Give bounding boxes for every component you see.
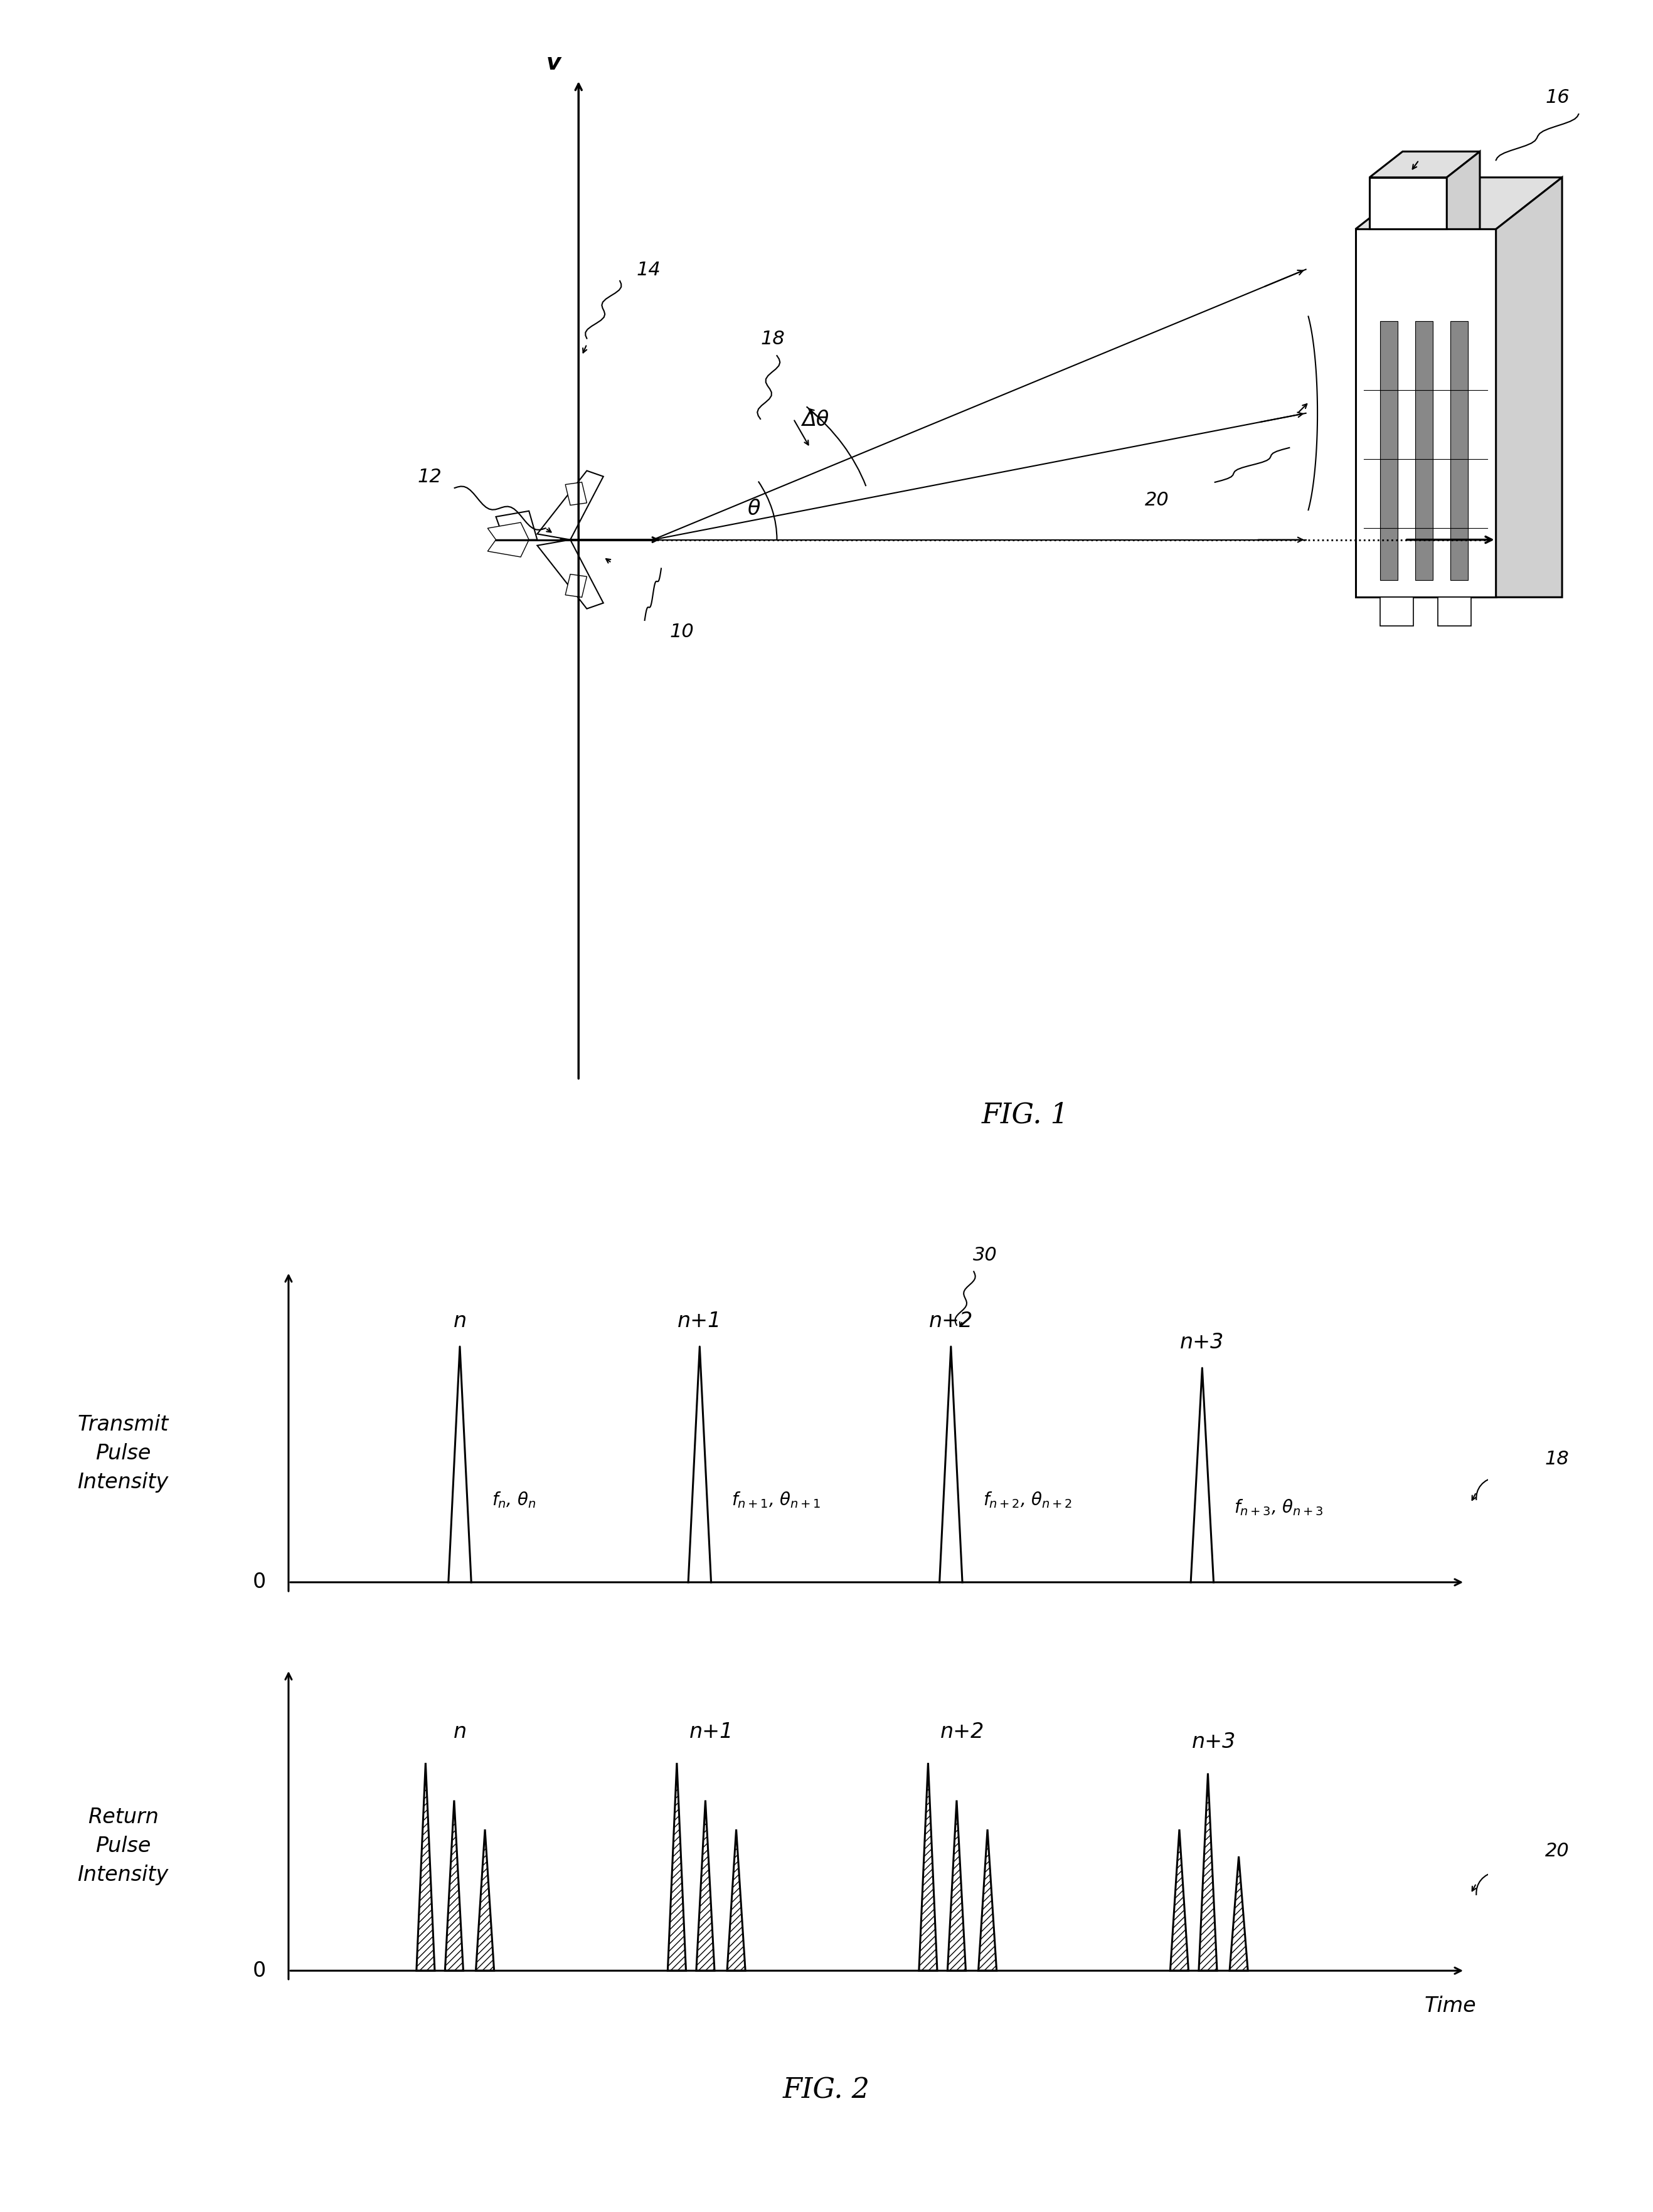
Text: 18: 18	[1546, 1451, 1569, 1469]
Text: FIG. 2: FIG. 2	[784, 2077, 869, 2104]
Text: 10: 10	[669, 624, 694, 641]
Text: 0: 0	[253, 1573, 266, 1593]
Text: 12: 12	[418, 467, 441, 487]
Polygon shape	[537, 471, 603, 540]
Polygon shape	[1355, 230, 1496, 597]
Text: 20: 20	[1146, 491, 1169, 509]
Polygon shape	[1446, 153, 1479, 230]
Text: n+3: n+3	[1180, 1332, 1225, 1354]
Polygon shape	[488, 522, 529, 540]
Text: n+2: n+2	[929, 1312, 974, 1332]
Text: 30: 30	[974, 1245, 997, 1265]
Polygon shape	[1380, 597, 1413, 626]
Text: 18: 18	[760, 330, 785, 347]
Text: FIG. 1: FIG. 1	[982, 1102, 1068, 1128]
Text: n+1: n+1	[678, 1312, 722, 1332]
Polygon shape	[1380, 321, 1397, 580]
Text: Return
Pulse
Intensity: Return Pulse Intensity	[78, 1807, 169, 1885]
Polygon shape	[537, 540, 603, 608]
Text: 16: 16	[1546, 88, 1570, 106]
Polygon shape	[488, 540, 529, 557]
Polygon shape	[565, 482, 587, 504]
Text: 14: 14	[636, 261, 661, 279]
Text: n+1: n+1	[689, 1721, 734, 1743]
Text: $f_{n+3}$, $\theta_{n+3}$: $f_{n+3}$, $\theta_{n+3}$	[1235, 1498, 1324, 1517]
Text: Transmit
Pulse
Intensity: Transmit Pulse Intensity	[78, 1413, 169, 1493]
Text: n: n	[453, 1721, 466, 1743]
Polygon shape	[1369, 177, 1446, 230]
Text: $f_{n+1}$, $\theta_{n+1}$: $f_{n+1}$, $\theta_{n+1}$	[732, 1491, 822, 1509]
Text: $f_n$, $\theta_n$: $f_n$, $\theta_n$	[493, 1491, 536, 1509]
Text: n+2: n+2	[941, 1721, 985, 1743]
Text: θ: θ	[747, 498, 760, 520]
Polygon shape	[1450, 321, 1468, 580]
Text: 20: 20	[1546, 1843, 1569, 1860]
Polygon shape	[1438, 597, 1471, 626]
Text: $f_{n+2}$, $\theta_{n+2}$: $f_{n+2}$, $\theta_{n+2}$	[984, 1491, 1073, 1509]
Text: n+3: n+3	[1192, 1732, 1236, 1752]
Polygon shape	[1496, 177, 1562, 597]
Text: Time: Time	[1425, 1995, 1476, 2017]
Polygon shape	[565, 575, 587, 597]
Text: 0: 0	[253, 1960, 266, 1982]
Text: Δθ: Δθ	[802, 409, 828, 431]
Polygon shape	[1369, 153, 1479, 177]
Polygon shape	[1415, 321, 1433, 580]
Polygon shape	[1355, 177, 1562, 230]
Text: v: v	[547, 53, 560, 73]
Text: n: n	[453, 1312, 466, 1332]
Polygon shape	[496, 511, 537, 540]
